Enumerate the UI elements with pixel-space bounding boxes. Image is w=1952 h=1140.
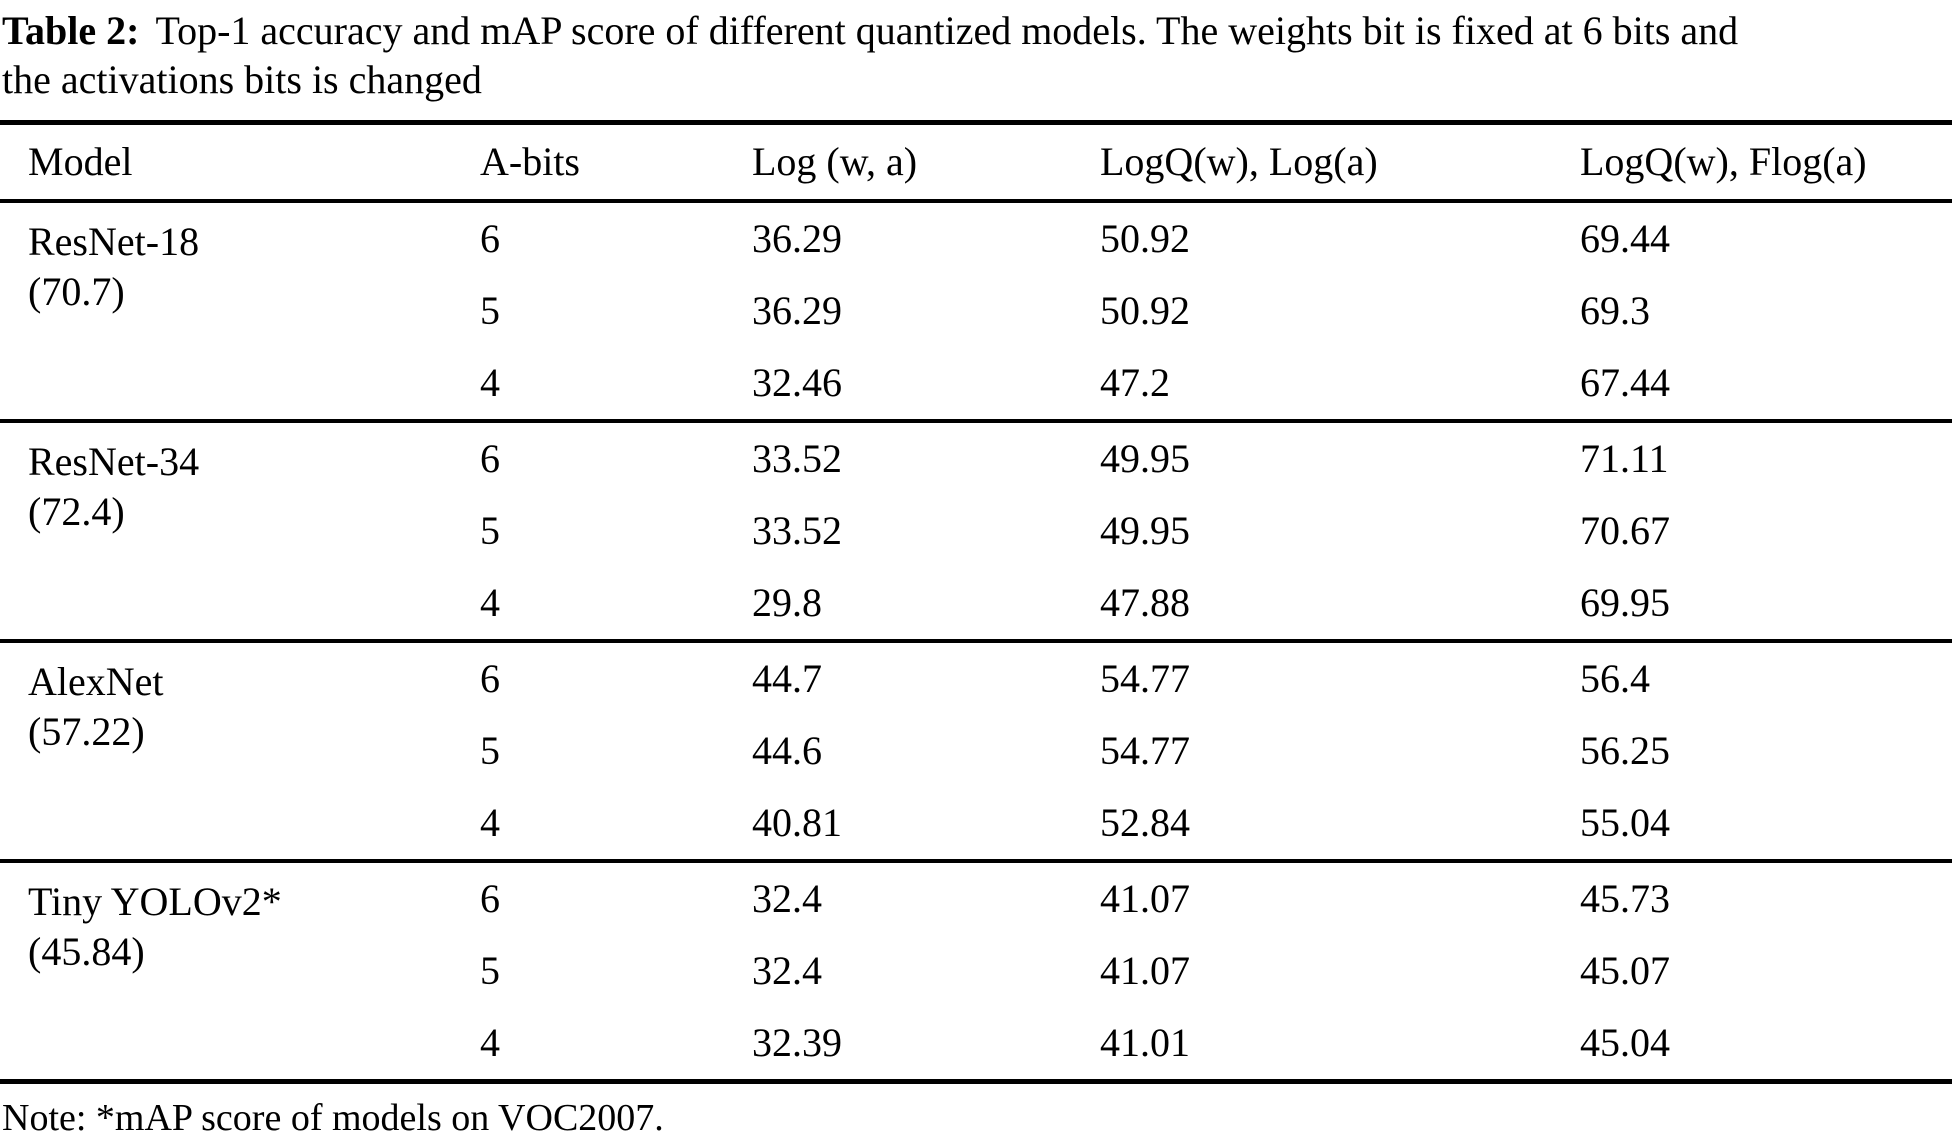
cell-log-wa: 44.6 [752, 728, 822, 773]
cell-logq-flog: 67.44 [1580, 360, 1670, 405]
group-resnet18: ResNet-18 (70.7) 6 36.29 50.92 69.44 5 3… [0, 201, 1952, 421]
cell-logq-flog: 45.07 [1580, 948, 1670, 993]
cell-a-bits: 5 [480, 288, 500, 333]
cell-log-wa: 36.29 [752, 216, 842, 261]
caption-line1: Table 2: Top-1 accuracy and mAP score of … [2, 6, 1950, 55]
caption-line2: the activations bits is changed [2, 57, 482, 102]
cell-logq-log: 54.77 [1100, 656, 1190, 701]
caption-text: Top-1 accuracy and mAP score of differen… [155, 8, 1739, 53]
column-header-logq-flog: LogQ(w), Flog(a) [1580, 139, 1867, 185]
cell-a-bits: 4 [480, 1020, 500, 1065]
table-row: ResNet-34 (72.4) 6 33.52 49.95 71.11 [0, 421, 1952, 534]
model-cell: ResNet-34 (72.4) [0, 421, 480, 641]
cell-logq-flog: 71.11 [1580, 436, 1669, 481]
cell-logq-flog: 55.04 [1580, 800, 1670, 845]
cell-a-bits: 5 [480, 508, 500, 553]
cell-log-wa: 36.29 [752, 288, 842, 333]
model-cell: Tiny YOLOv2* (45.84) [0, 861, 480, 1082]
group-tiny-yolov2: Tiny YOLOv2* (45.84) 6 32.4 41.07 45.73 … [0, 861, 1952, 1082]
table-footnote: Note: *mAP score of models on VOC2007. [2, 1096, 664, 1139]
model-baseline: (45.84) [28, 928, 145, 974]
cell-logq-log: 54.77 [1100, 728, 1190, 773]
table-caption: Table 2: Top-1 accuracy and mAP score of … [0, 0, 1952, 104]
table-row: AlexNet (57.22) 6 44.7 54.77 56.4 [0, 641, 1952, 754]
model-cell: AlexNet (57.22) [0, 641, 480, 861]
table-row: 4 32.39 41.01 45.04 [0, 1007, 1952, 1082]
cell-log-wa: 32.46 [752, 360, 842, 405]
cell-logq-log: 47.88 [1100, 580, 1190, 625]
table-header: Model A-bits Log (w, a) LogQ(w), Log(a) … [0, 123, 1952, 201]
cell-a-bits: 4 [480, 580, 500, 625]
model-baseline: (72.4) [28, 488, 125, 534]
caption-label: Table 2: [2, 8, 140, 53]
cell-a-bits: 5 [480, 728, 500, 773]
cell-logq-log: 52.84 [1100, 800, 1190, 845]
table-row: 5 33.52 49.95 70.67 [0, 495, 1952, 567]
column-header-logq-log: LogQ(w), Log(a) [1100, 139, 1378, 185]
cell-a-bits: 6 [480, 436, 500, 481]
cell-logq-log: 41.07 [1100, 948, 1190, 993]
table-row: Tiny YOLOv2* (45.84) 6 32.4 41.07 45.73 [0, 861, 1952, 974]
cell-a-bits: 4 [480, 800, 500, 845]
cell-log-wa: 29.8 [752, 580, 822, 625]
table-row: 4 40.81 52.84 55.04 [0, 787, 1952, 861]
table-row: 4 32.46 47.2 67.44 [0, 347, 1952, 421]
cell-log-wa: 32.39 [752, 1020, 842, 1065]
cell-log-wa: 32.4 [752, 948, 822, 993]
cell-logq-log: 50.92 [1100, 216, 1190, 261]
cell-logq-log: 49.95 [1100, 508, 1190, 553]
group-resnet34: ResNet-34 (72.4) 6 33.52 49.95 71.11 5 3… [0, 421, 1952, 641]
table-row: 5 32.4 41.07 45.07 [0, 935, 1952, 1007]
cell-logq-log: 50.92 [1100, 288, 1190, 333]
cell-log-wa: 40.81 [752, 800, 842, 845]
cell-a-bits: 6 [480, 216, 500, 261]
table-row: ResNet-18 (70.7) 6 36.29 50.92 69.44 [0, 201, 1952, 314]
cell-log-wa: 33.52 [752, 508, 842, 553]
cell-logq-flog: 70.67 [1580, 508, 1670, 553]
group-alexnet: AlexNet (57.22) 6 44.7 54.77 56.4 5 44.6… [0, 641, 1952, 861]
cell-logq-flog: 69.44 [1580, 216, 1670, 261]
cell-a-bits: 6 [480, 876, 500, 921]
cell-logq-flog: 45.73 [1580, 876, 1670, 921]
cell-logq-flog: 56.25 [1580, 728, 1670, 773]
column-header-a-bits: A-bits [480, 139, 580, 185]
cell-logq-flog: 45.04 [1580, 1020, 1670, 1065]
model-name: AlexNet [28, 658, 164, 704]
model-name: ResNet-18 [28, 218, 200, 264]
model-baseline: (57.22) [28, 708, 145, 754]
cell-logq-flog: 56.4 [1580, 656, 1650, 701]
model-cell: ResNet-18 (70.7) [0, 201, 480, 421]
model-baseline: (70.7) [28, 268, 125, 314]
cell-logq-log: 47.2 [1100, 360, 1170, 405]
cell-logq-log: 49.95 [1100, 436, 1190, 481]
cell-logq-flog: 69.3 [1580, 288, 1650, 333]
table-row: 4 29.8 47.88 69.95 [0, 567, 1952, 641]
cell-a-bits: 5 [480, 948, 500, 993]
table-row: 5 44.6 54.77 56.25 [0, 715, 1952, 787]
table-row: 5 36.29 50.92 69.3 [0, 275, 1952, 347]
results-table: Model A-bits Log (w, a) LogQ(w), Log(a) … [0, 120, 1952, 1084]
cell-logq-flog: 69.95 [1580, 580, 1670, 625]
cell-a-bits: 4 [480, 360, 500, 405]
cell-log-wa: 32.4 [752, 876, 822, 921]
cell-log-wa: 44.7 [752, 656, 822, 701]
cell-a-bits: 6 [480, 656, 500, 701]
model-name: Tiny YOLOv2* [28, 878, 282, 924]
column-header-model: Model [28, 139, 133, 185]
cell-logq-log: 41.01 [1100, 1020, 1190, 1065]
model-name: ResNet-34 [28, 438, 200, 484]
header-row: Model A-bits Log (w, a) LogQ(w), Log(a) … [0, 123, 1952, 201]
column-header-log-wa: Log (w, a) [752, 139, 918, 185]
cell-logq-log: 41.07 [1100, 876, 1190, 921]
cell-log-wa: 33.52 [752, 436, 842, 481]
